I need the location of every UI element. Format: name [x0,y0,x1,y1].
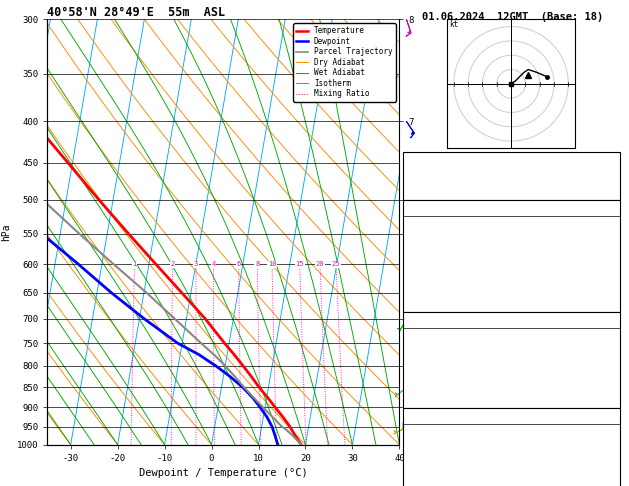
X-axis label: Dewpoint / Temperature (°C): Dewpoint / Temperature (°C) [139,469,308,478]
Text: 32: 32 [605,428,616,437]
Text: 0: 0 [610,283,616,293]
Text: Temp (°C): Temp (°C) [406,219,455,228]
Text: 12: 12 [605,155,616,164]
Text: 2.23: 2.23 [594,187,616,196]
Text: CIN (J): CIN (J) [406,396,444,405]
Text: 5: 5 [610,364,616,373]
Text: 305°: 305° [594,460,616,469]
Text: 53: 53 [605,444,616,453]
Text: kt: kt [450,19,459,29]
Text: Pressure (mb): Pressure (mb) [406,331,476,341]
Text: LCL: LCL [401,422,415,431]
Text: 319: 319 [599,347,616,357]
Text: 8: 8 [255,261,259,267]
Text: PW (cm): PW (cm) [406,187,444,196]
Text: Surface: Surface [493,203,530,212]
Text: 6: 6 [237,261,241,267]
Text: Most Unstable: Most Unstable [476,315,546,325]
Text: Totals Totals: Totals Totals [406,171,476,180]
Text: Hodograph: Hodograph [487,412,535,421]
Text: CAPE (J): CAPE (J) [406,283,449,293]
Text: CIN (J): CIN (J) [406,299,444,309]
Text: 4: 4 [211,261,216,267]
Text: K: K [406,155,412,164]
Y-axis label: hPa: hPa [1,223,11,241]
Text: 12: 12 [605,476,616,485]
Text: 0: 0 [610,396,616,405]
Text: 20: 20 [316,261,325,267]
Text: 39: 39 [605,171,616,180]
Text: 5: 5 [610,267,616,277]
Text: EH: EH [406,428,417,437]
Legend: Temperature, Dewpoint, Parcel Trajectory, Dry Adiabat, Wet Adiabat, Isotherm, Mi: Temperature, Dewpoint, Parcel Trajectory… [293,23,396,102]
Text: Mixing Ratio (g/kg): Mixing Ratio (g/kg) [554,185,562,279]
Y-axis label: km
ASL: km ASL [426,223,441,242]
Text: 19.1: 19.1 [594,219,616,228]
Text: 15: 15 [296,261,304,267]
Text: 10: 10 [268,261,276,267]
Text: © weatheronline.co.uk: © weatheronline.co.uk [464,471,561,480]
Text: 1010: 1010 [594,331,616,341]
Text: 25: 25 [332,261,340,267]
Text: 2: 2 [170,261,175,267]
Text: Lifted Index: Lifted Index [406,364,471,373]
Text: Lifted Index: Lifted Index [406,267,471,277]
Text: 0: 0 [610,380,616,389]
Text: θᴇ (K): θᴇ (K) [406,347,438,357]
Text: 14.1: 14.1 [594,235,616,244]
Text: 40°58'N 28°49'E  55m  ASL: 40°58'N 28°49'E 55m ASL [47,6,225,19]
Text: CAPE (J): CAPE (J) [406,380,449,389]
Text: 319: 319 [599,251,616,260]
Text: 3: 3 [194,261,198,267]
Text: StmDir: StmDir [406,460,438,469]
Text: SREH: SREH [406,444,428,453]
Text: Dewp (°C): Dewp (°C) [406,235,455,244]
Text: StmSpd (kt): StmSpd (kt) [406,476,465,485]
Text: 01.06.2024  12GMT  (Base: 18): 01.06.2024 12GMT (Base: 18) [422,12,603,22]
Text: 0: 0 [610,299,616,309]
Text: θᴇ(K): θᴇ(K) [406,251,433,260]
Text: 1: 1 [133,261,136,267]
